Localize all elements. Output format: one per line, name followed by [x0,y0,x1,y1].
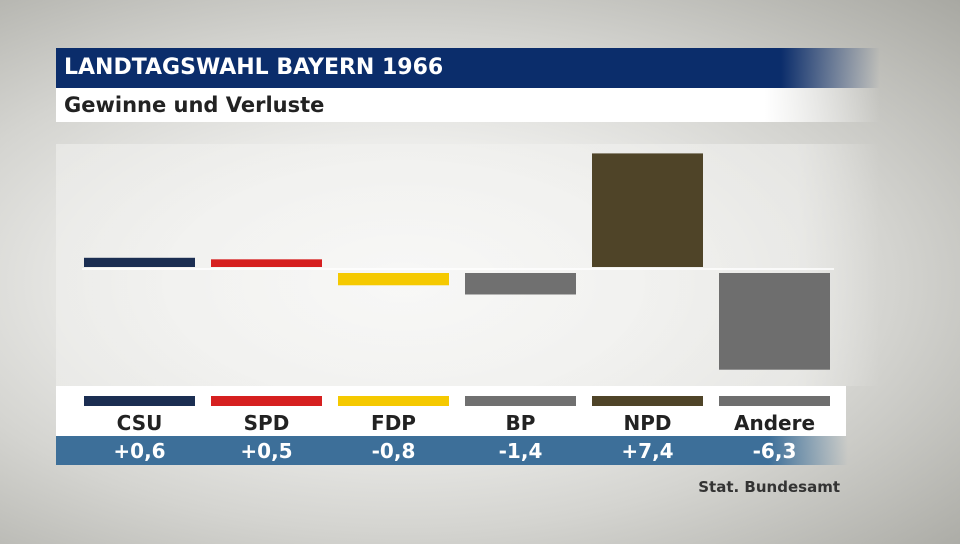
bar-marker-spd [211,396,322,406]
category-label-fdp: FDP [371,411,416,435]
category-label-csu: CSU [117,411,163,435]
category-label-spd: SPD [244,411,290,435]
bar-csu [84,257,195,267]
value-label-npd: +7,4 [621,439,673,463]
bar-spd [211,259,322,267]
bar-npd [592,153,703,267]
bar-marker-bp [465,396,576,406]
subtitle-bar: Gewinne und Verluste [56,88,880,122]
value-label-bp: -1,4 [499,439,543,463]
value-label-csu: +0,6 [113,439,165,463]
title-bar: LANDTAGSWAHL BAYERN 1966 [56,48,880,88]
category-label-panel [56,386,846,436]
bar-marker-andere [719,396,830,406]
source-label: Stat. Bundesamt [698,478,840,496]
category-label-npd: NPD [624,411,672,435]
bar-marker-fdp [338,396,449,406]
bar-marker-csu [84,396,195,406]
chart-subtitle: Gewinne und Verluste [64,93,325,117]
category-label-andere: Andere [734,411,815,435]
bar-bp [465,273,576,295]
value-label-andere: -6,3 [753,439,797,463]
chart-title: LANDTAGSWAHL BAYERN 1966 [64,55,444,80]
value-label-band [56,436,848,465]
bar-andere [719,273,830,370]
value-label-fdp: -0,8 [372,439,416,463]
value-label-spd: +0,5 [240,439,292,463]
bar-marker-npd [592,396,703,406]
category-label-bp: BP [506,411,536,435]
bar-fdp [338,273,449,286]
